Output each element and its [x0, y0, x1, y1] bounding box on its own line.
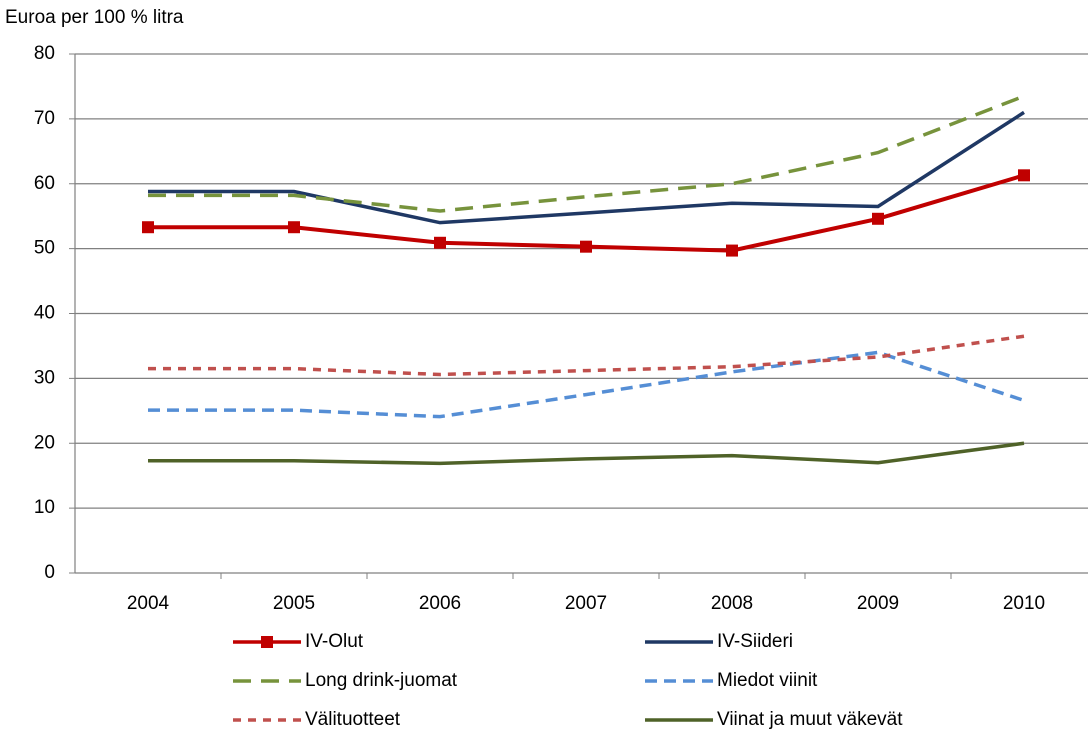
marker	[872, 212, 884, 225]
y-tick-label: 20	[34, 432, 55, 453]
y-tick-label: 30	[34, 367, 55, 388]
x-tick-label: 2008	[711, 593, 753, 614]
marker	[726, 244, 738, 257]
legend-marker	[261, 636, 273, 648]
legend-label: Miedot viinit	[717, 670, 818, 691]
x-tick-label: 2005	[273, 593, 315, 614]
y-tick-label: 50	[34, 238, 55, 259]
y-tick-label: 80	[34, 43, 55, 64]
series-line	[148, 110, 1025, 225]
series-line	[148, 350, 1025, 419]
legend-label: IV-Siideri	[717, 631, 793, 652]
y-tick-label: 40	[34, 303, 55, 324]
series-line	[148, 94, 1025, 213]
marker	[580, 240, 592, 253]
legend-label: Viinat ja muut väkevät	[717, 709, 903, 730]
x-tick-label: 2006	[419, 593, 461, 614]
x-tick-label: 2004	[127, 593, 170, 614]
y-tick-label: 70	[34, 108, 55, 129]
marker	[288, 221, 300, 234]
legend-label: IV-Olut	[305, 631, 364, 652]
y-tick-label: 0	[44, 562, 55, 583]
x-tick-label: 2009	[857, 593, 899, 614]
y-tick-label: 60	[34, 173, 55, 194]
legend-label: Long drink-juomat	[305, 670, 458, 691]
x-tick-label: 2010	[1003, 593, 1045, 614]
series-line	[148, 441, 1025, 466]
marker	[434, 236, 446, 249]
legend-label: Välituotteet	[305, 709, 401, 730]
series-line	[148, 334, 1025, 377]
marker	[1018, 169, 1030, 182]
x-tick-label: 2007	[565, 593, 607, 614]
marker	[142, 221, 154, 234]
y-axis-label: Euroa per 100 % litra	[5, 7, 184, 28]
y-tick-label: 10	[34, 497, 55, 518]
